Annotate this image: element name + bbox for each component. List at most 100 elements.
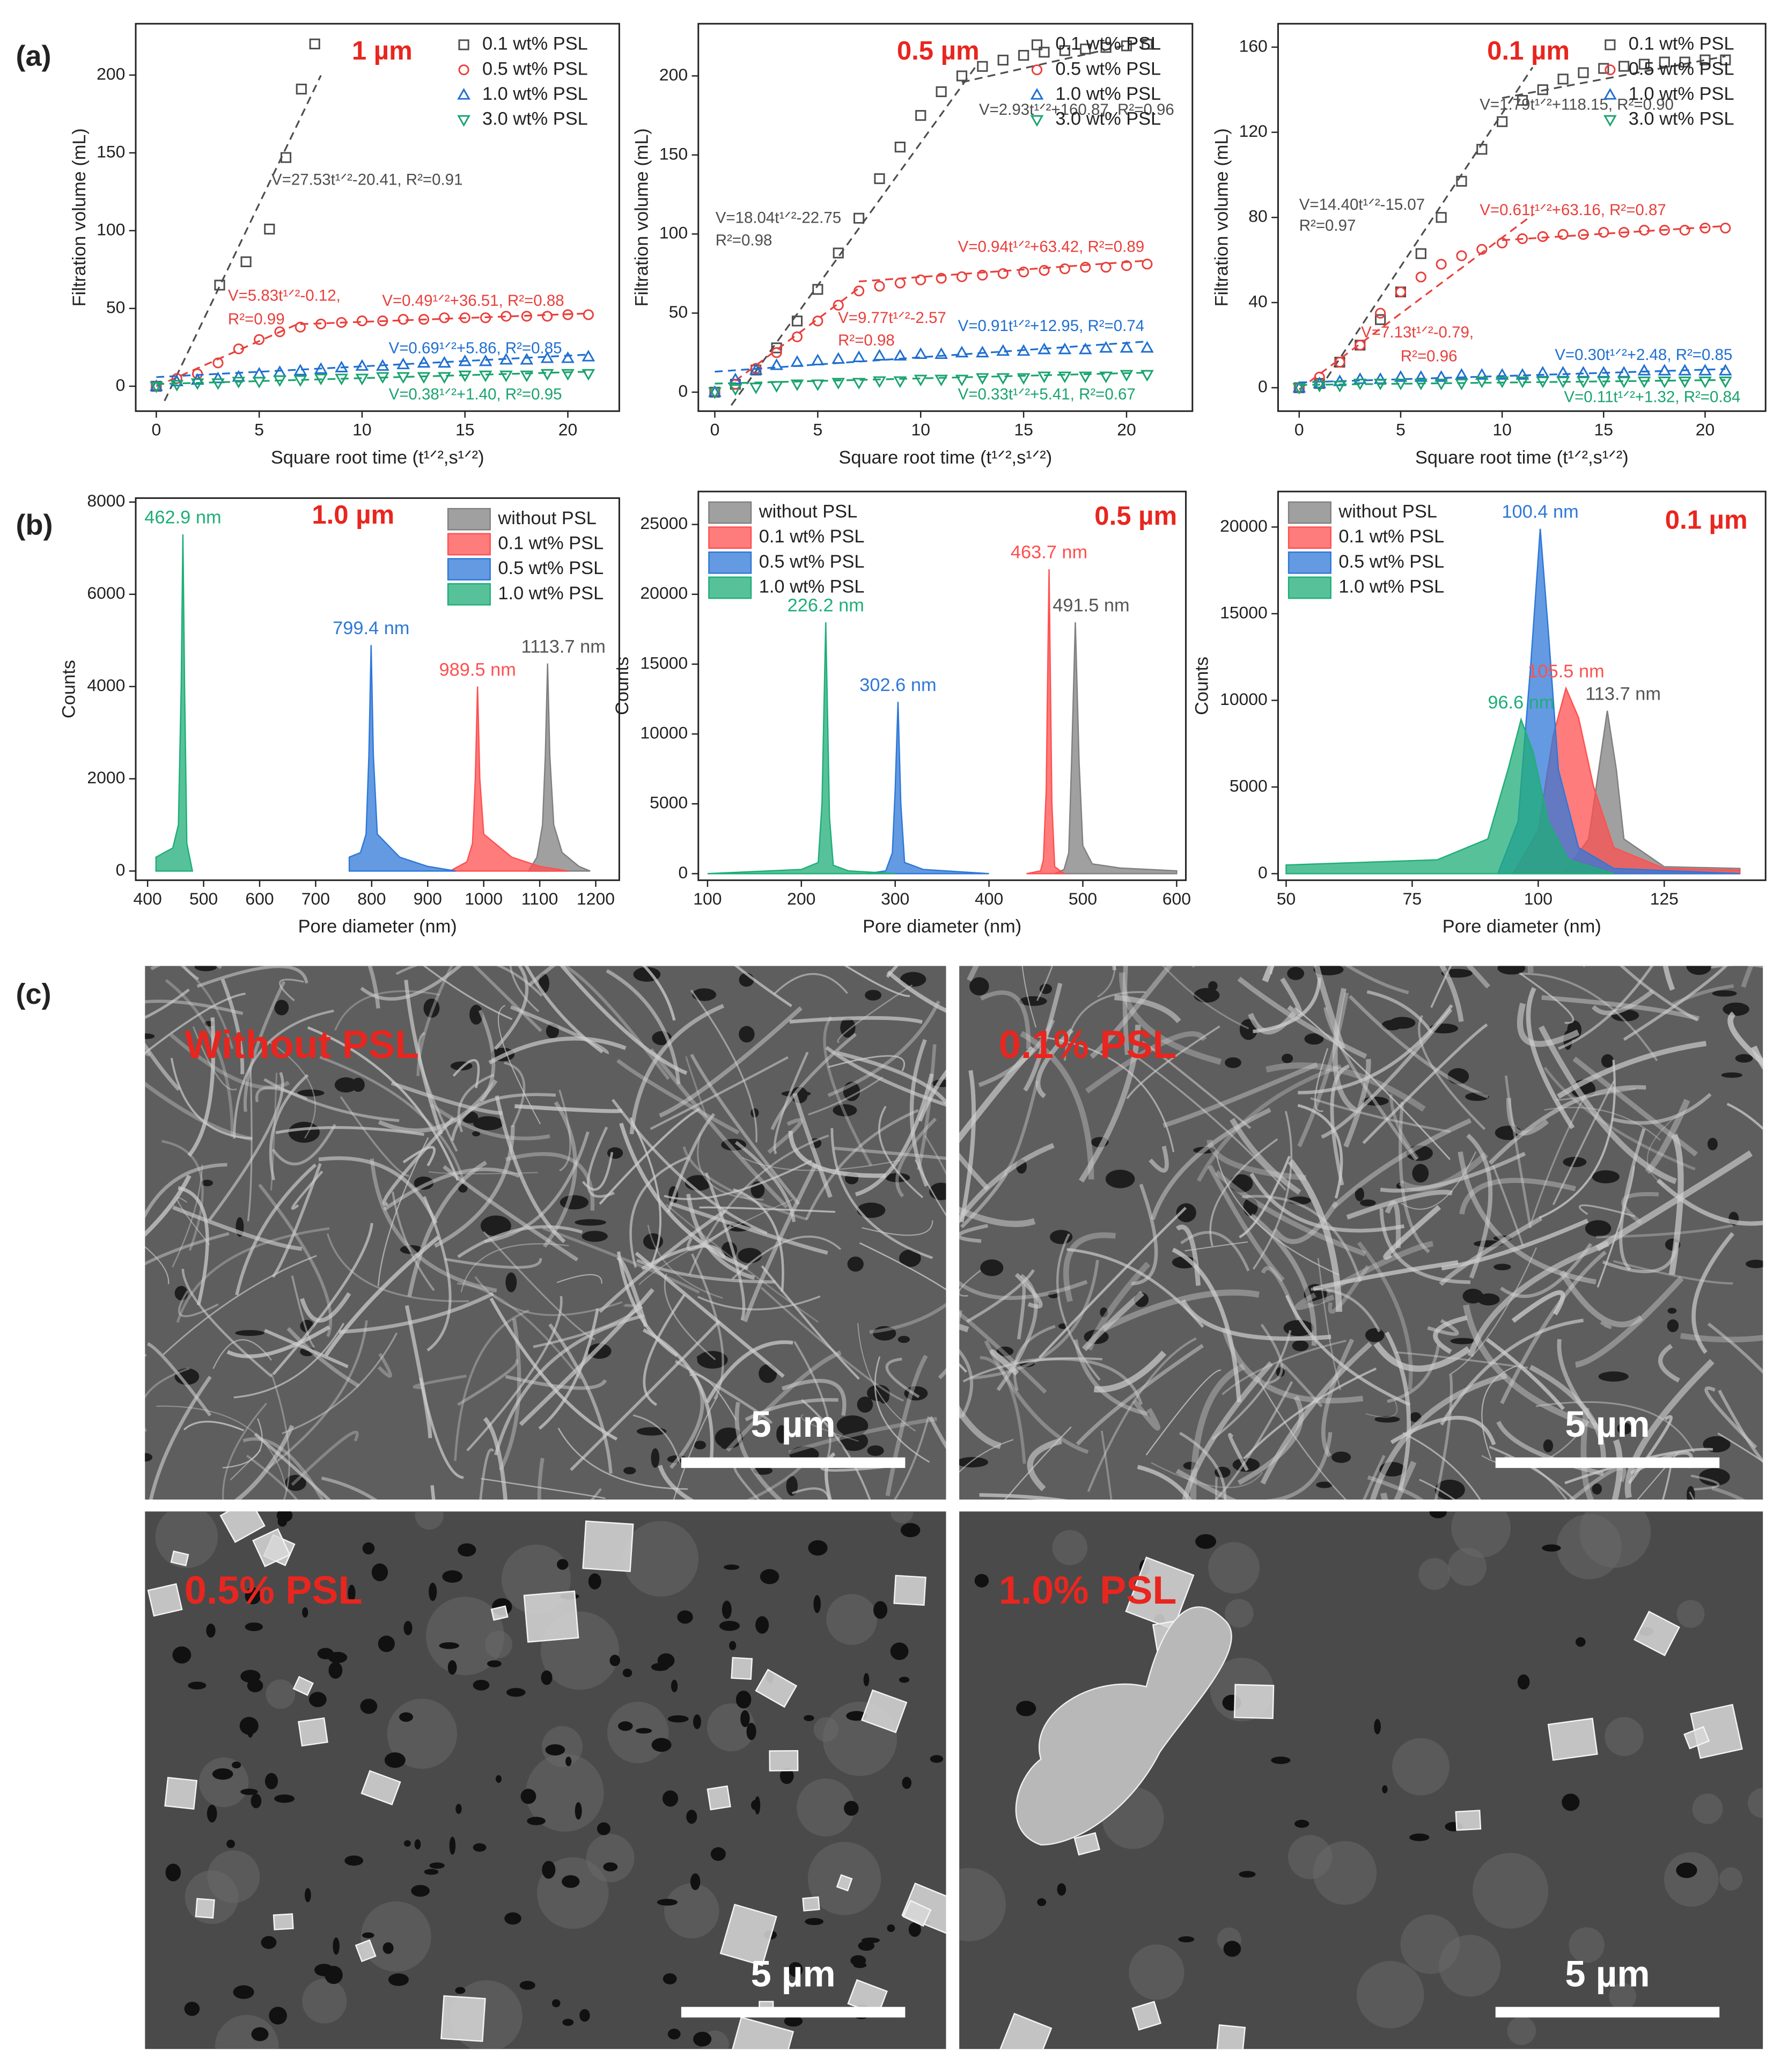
fiber — [1379, 1208, 1470, 1284]
pore — [873, 1326, 896, 1341]
pore — [1707, 1137, 1718, 1151]
fiber — [1458, 1151, 1596, 1284]
fiber — [1149, 1145, 1169, 1173]
marker — [749, 383, 763, 394]
blob — [1418, 1557, 1451, 1590]
marker — [458, 64, 469, 76]
y-tick-label: 8000 — [87, 491, 125, 510]
fiber — [1680, 1333, 1763, 1343]
fiber — [978, 1019, 1055, 1088]
fiber — [556, 1274, 602, 1284]
crystal — [1634, 1611, 1680, 1657]
marker — [1142, 259, 1153, 270]
legend-label: 3.0 wt% PSL — [482, 109, 588, 129]
blob — [1287, 1835, 1333, 1879]
chart: 100 200 300 400 500 600 0 5000 10000 15000 20000 25… — [612, 490, 1191, 937]
pore — [1465, 1092, 1489, 1101]
pore — [623, 1467, 636, 1474]
pore — [618, 1721, 633, 1731]
pore — [545, 1744, 565, 1755]
fiber — [1380, 1493, 1388, 1500]
pore — [174, 1285, 188, 1300]
marker — [1557, 229, 1569, 240]
crystal — [440, 1995, 486, 2042]
marker — [1658, 376, 1672, 388]
pore — [1331, 1451, 1351, 1463]
distribution — [527, 663, 591, 872]
peak-label: 491.5 nm — [1053, 595, 1129, 615]
y-tick-label: 5000 — [1230, 776, 1268, 795]
fiber — [669, 1201, 828, 1255]
crystal — [1131, 2001, 1162, 2031]
fiber — [746, 1460, 807, 1500]
x-tick-label: 0 — [710, 420, 720, 439]
y-tick-label: 15000 — [640, 653, 688, 672]
pore — [1048, 1291, 1059, 1298]
pore — [348, 1584, 356, 1602]
pore — [1396, 1182, 1404, 1189]
fiber — [510, 1005, 609, 1055]
x-tick-label: 5 — [254, 420, 264, 439]
marker — [1142, 39, 1153, 50]
fiber — [324, 1235, 440, 1357]
pore — [844, 1801, 859, 1816]
crystal — [292, 1676, 314, 1696]
marker — [832, 378, 845, 390]
marker — [356, 315, 368, 327]
fiber — [1272, 1201, 1338, 1244]
pore — [414, 1839, 421, 1850]
fiber — [1564, 1448, 1713, 1485]
crystal — [769, 1750, 799, 1772]
y-axis-title: Counts — [612, 657, 632, 715]
pore — [1543, 1439, 1554, 1453]
fiber — [959, 1046, 1036, 1143]
marker — [273, 375, 286, 387]
fiber — [1230, 1118, 1301, 1195]
legend-label: 0.1 wt% PSL — [1629, 34, 1734, 54]
crystal — [860, 1689, 908, 1733]
fiber — [444, 1258, 542, 1269]
fiber — [457, 1282, 582, 1380]
marker — [252, 366, 266, 379]
legend-label: without PSL — [497, 508, 596, 528]
pore — [232, 1761, 241, 1769]
marker — [336, 317, 347, 328]
marker — [1353, 372, 1367, 384]
pore — [1287, 967, 1305, 980]
crystal — [360, 1770, 401, 1806]
peak-label: 113.7 nm — [1585, 684, 1661, 704]
fiber — [488, 1036, 627, 1065]
fiber — [959, 1348, 974, 1417]
fiber — [1365, 1399, 1398, 1418]
marker — [956, 70, 968, 82]
fiber — [178, 1290, 219, 1318]
fiber — [1297, 992, 1349, 1148]
fiber — [466, 1296, 563, 1452]
fiber — [743, 1163, 818, 1322]
annotation: V=0.33t¹ᐟ²+5.41, R²=0.67 — [958, 386, 1136, 403]
plot-frame — [1277, 23, 1767, 412]
fiber — [1039, 1207, 1187, 1359]
marker — [240, 256, 252, 267]
marker — [791, 315, 803, 327]
pore — [813, 1595, 821, 1613]
x-tick-label: 600 — [245, 889, 274, 908]
marker — [1598, 226, 1609, 238]
fiber — [570, 1320, 720, 1471]
x-tick-label: 1000 — [465, 889, 503, 908]
marker — [1699, 54, 1711, 65]
fiber — [918, 1069, 946, 1122]
fiber — [1281, 1363, 1323, 1408]
annotation: R²=0.98 — [716, 231, 772, 249]
fiber — [457, 1225, 583, 1259]
crystal — [195, 1898, 215, 1919]
marker — [1078, 342, 1092, 355]
marker — [1059, 263, 1070, 275]
marker — [314, 373, 328, 386]
panel-label: (b) — [16, 509, 53, 541]
fiber — [1237, 1395, 1304, 1485]
fiber — [176, 1197, 210, 1245]
fiber — [533, 1305, 643, 1348]
blob — [826, 1593, 878, 1645]
fiber — [1348, 995, 1489, 1099]
